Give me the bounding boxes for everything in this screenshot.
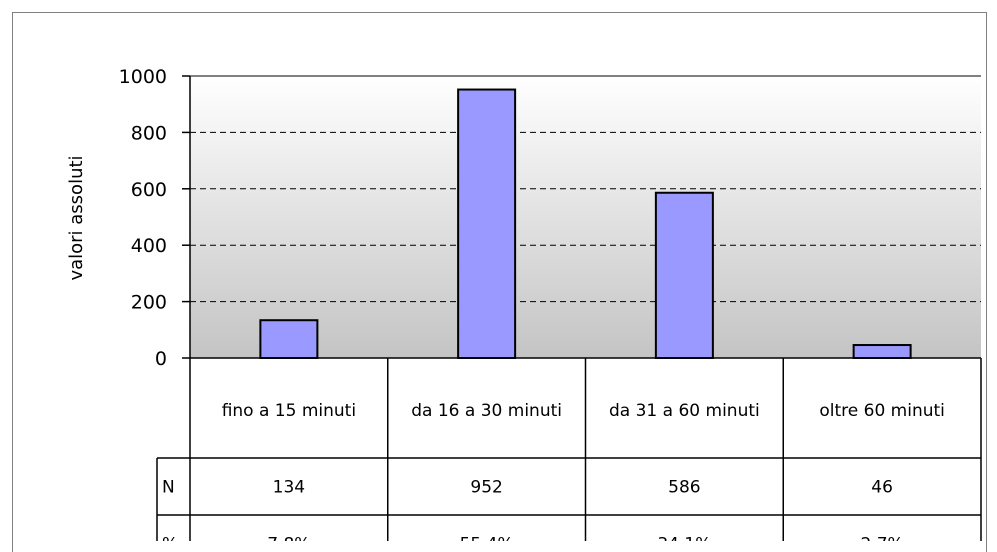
bar [457,88,517,359]
table-cell: 34,1% [657,535,711,542]
y-tick-label: 400 [131,235,167,257]
table-cell: 952 [470,478,502,498]
bar [654,191,714,359]
bar [852,344,912,360]
table-cell: 55,4% [460,535,514,542]
y-tick-label: 0 [155,348,167,370]
y-tick-label: 600 [131,179,167,201]
data-table: fino a 15 minuti da 16 a 30 minuti da 31 a… [156,358,982,542]
x-tick-label: oltre 60 minuti [819,401,945,421]
plot-background [190,76,981,358]
gridlines [190,75,981,303]
y-tick-label: 200 [131,292,167,314]
plot-area [190,76,981,358]
x-tick-label: da 31 a 60 minuti [609,401,760,421]
table-row-label: % [162,535,178,542]
y-tick-label: 1000 [119,66,167,88]
y-axis-label: valori assoluti [66,155,87,280]
table-row-label: N [162,478,175,498]
x-tick-label: fino a 15 minuti [222,401,356,421]
table-cell: 7,8% [267,535,310,542]
y-tick-labels: 0 200 400 600 800 1000 [119,66,167,370]
table-cell: 46 [871,478,893,498]
table-cell: 134 [273,478,305,498]
x-tick-label: da 16 a 30 minuti [411,401,562,421]
table-cell: 2,7% [861,535,904,542]
bar [259,319,319,360]
chart-frame [12,12,987,552]
table-cell: 586 [668,478,700,498]
bars [259,88,912,360]
y-tick-label: 800 [131,122,167,144]
